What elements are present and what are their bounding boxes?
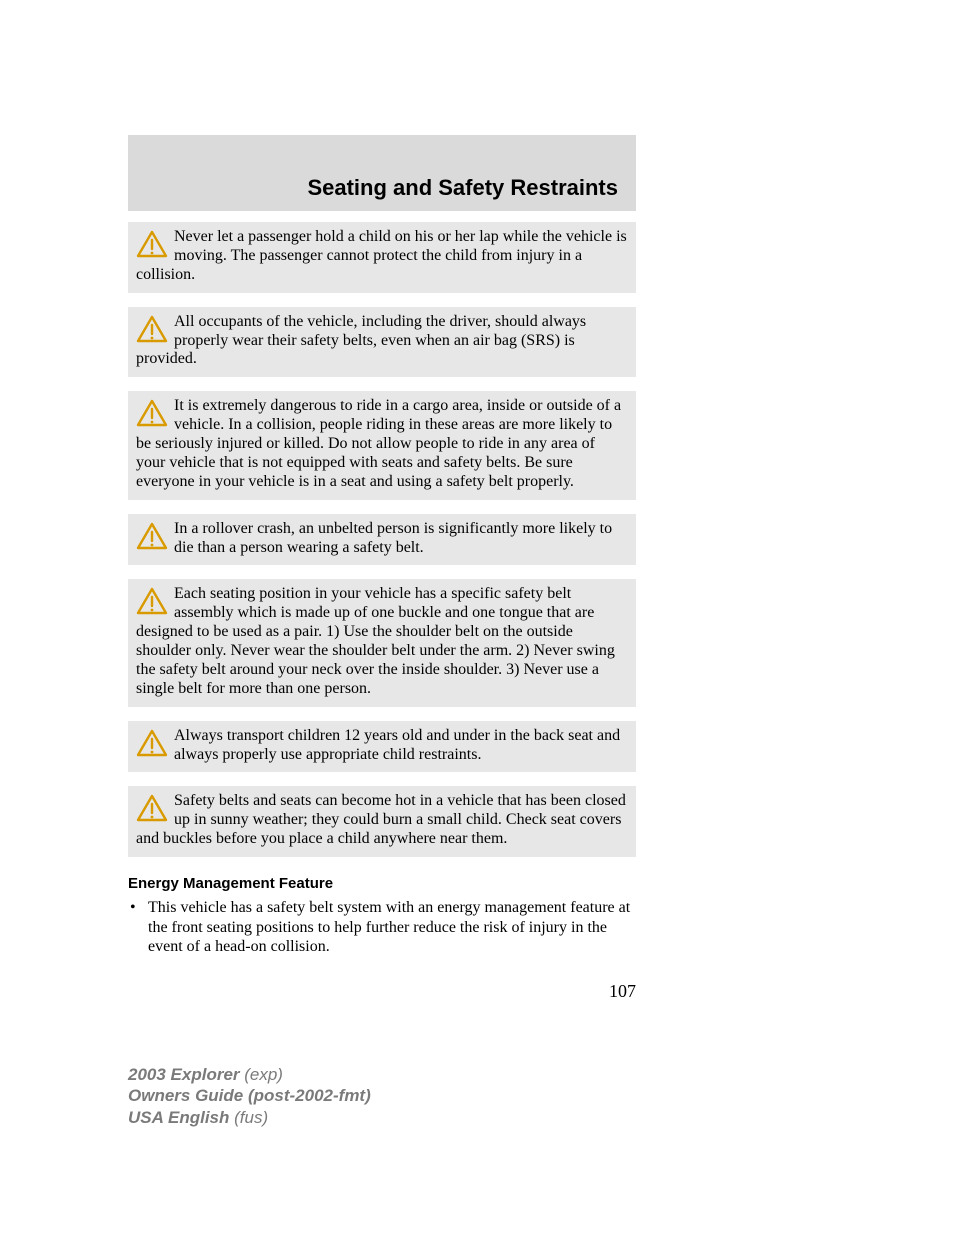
warning-text: Each seating position in your vehicle ha… — [136, 585, 615, 696]
warning-text: It is extremely dangerous to ride in a c… — [136, 397, 621, 490]
footer-line-1: 2003 Explorer (exp) — [128, 1064, 371, 1085]
warning-text: All occupants of the vehicle, including … — [136, 313, 586, 368]
warning-triangle-icon — [136, 729, 168, 757]
footer-language: USA English — [128, 1108, 229, 1127]
warning-text: Never let a passenger hold a child on hi… — [136, 228, 627, 283]
warning-box: It is extremely dangerous to ride in a c… — [128, 391, 636, 499]
warning-text: Always transport children 12 years old a… — [174, 727, 620, 763]
footer-vehicle-code: (exp) — [240, 1065, 283, 1084]
warning-triangle-icon — [136, 587, 168, 615]
footer-language-code: (fus) — [229, 1108, 268, 1127]
section-header-band: Seating and Safety Restraints — [128, 135, 636, 211]
warning-triangle-icon — [136, 399, 168, 427]
warning-box: In a rollover crash, an unbelted person … — [128, 514, 636, 566]
footer: 2003 Explorer (exp) Owners Guide (post-2… — [128, 1064, 371, 1128]
footer-guide: Owners Guide (post-2002-fmt) — [128, 1086, 371, 1105]
warning-triangle-icon — [136, 230, 168, 258]
warning-text: Safety belts and seats can become hot in… — [136, 792, 626, 847]
warning-triangle-icon — [136, 522, 168, 550]
footer-vehicle: 2003 Explorer — [128, 1065, 240, 1084]
section-heading: Energy Management Feature — [128, 875, 636, 892]
warning-box: Always transport children 12 years old a… — [128, 721, 636, 773]
warning-box: Safety belts and seats can become hot in… — [128, 786, 636, 857]
bullet-marker: • — [128, 898, 146, 918]
warning-triangle-icon — [136, 315, 168, 343]
warning-box: All occupants of the vehicle, including … — [128, 307, 636, 378]
section-header-title: Seating and Safety Restraints — [307, 175, 618, 201]
warning-box: Each seating position in your vehicle ha… — [128, 579, 636, 706]
warning-box: Never let a passenger hold a child on hi… — [128, 222, 636, 293]
bullet-text: This vehicle has a safety belt system wi… — [146, 898, 636, 957]
page-content: Never let a passenger hold a child on hi… — [128, 222, 636, 1002]
warning-triangle-icon — [136, 794, 168, 822]
bullet-item: • This vehicle has a safety belt system … — [128, 898, 636, 957]
warning-text: In a rollover crash, an unbelted person … — [174, 520, 612, 556]
footer-line-2: Owners Guide (post-2002-fmt) — [128, 1085, 371, 1106]
page-number: 107 — [128, 981, 636, 1002]
footer-line-3: USA English (fus) — [128, 1107, 371, 1128]
